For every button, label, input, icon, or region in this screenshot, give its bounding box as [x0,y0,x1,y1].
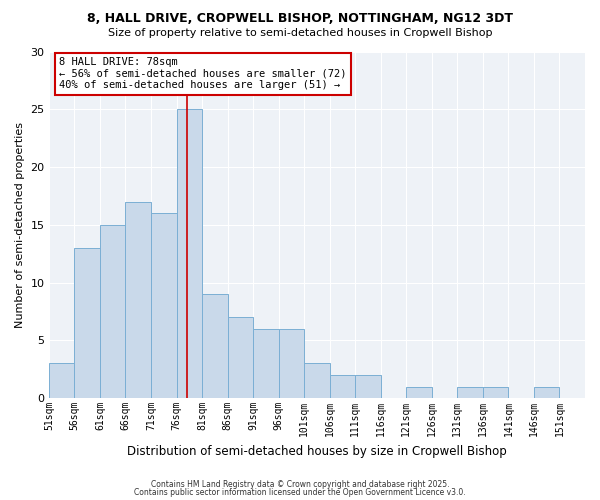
Text: Contains HM Land Registry data © Crown copyright and database right 2025.: Contains HM Land Registry data © Crown c… [151,480,449,489]
Bar [406,386,432,398]
Bar [100,225,125,398]
Bar [457,386,483,398]
Bar [534,386,559,398]
Bar [329,375,355,398]
Bar [278,329,304,398]
Bar [483,386,508,398]
Bar [74,248,100,398]
X-axis label: Distribution of semi-detached houses by size in Cropwell Bishop: Distribution of semi-detached houses by … [127,444,507,458]
Text: 8, HALL DRIVE, CROPWELL BISHOP, NOTTINGHAM, NG12 3DT: 8, HALL DRIVE, CROPWELL BISHOP, NOTTINGH… [87,12,513,26]
Bar [202,294,227,398]
Bar [125,202,151,398]
Text: Size of property relative to semi-detached houses in Cropwell Bishop: Size of property relative to semi-detach… [108,28,492,38]
Bar [227,318,253,398]
Bar [49,364,74,398]
Text: 8 HALL DRIVE: 78sqm
← 56% of semi-detached houses are smaller (72)
40% of semi-d: 8 HALL DRIVE: 78sqm ← 56% of semi-detach… [59,58,347,90]
Bar [253,329,278,398]
Bar [176,110,202,398]
Y-axis label: Number of semi-detached properties: Number of semi-detached properties [15,122,25,328]
Bar [355,375,381,398]
Bar [304,364,329,398]
Text: Contains public sector information licensed under the Open Government Licence v3: Contains public sector information licen… [134,488,466,497]
Bar [151,214,176,398]
